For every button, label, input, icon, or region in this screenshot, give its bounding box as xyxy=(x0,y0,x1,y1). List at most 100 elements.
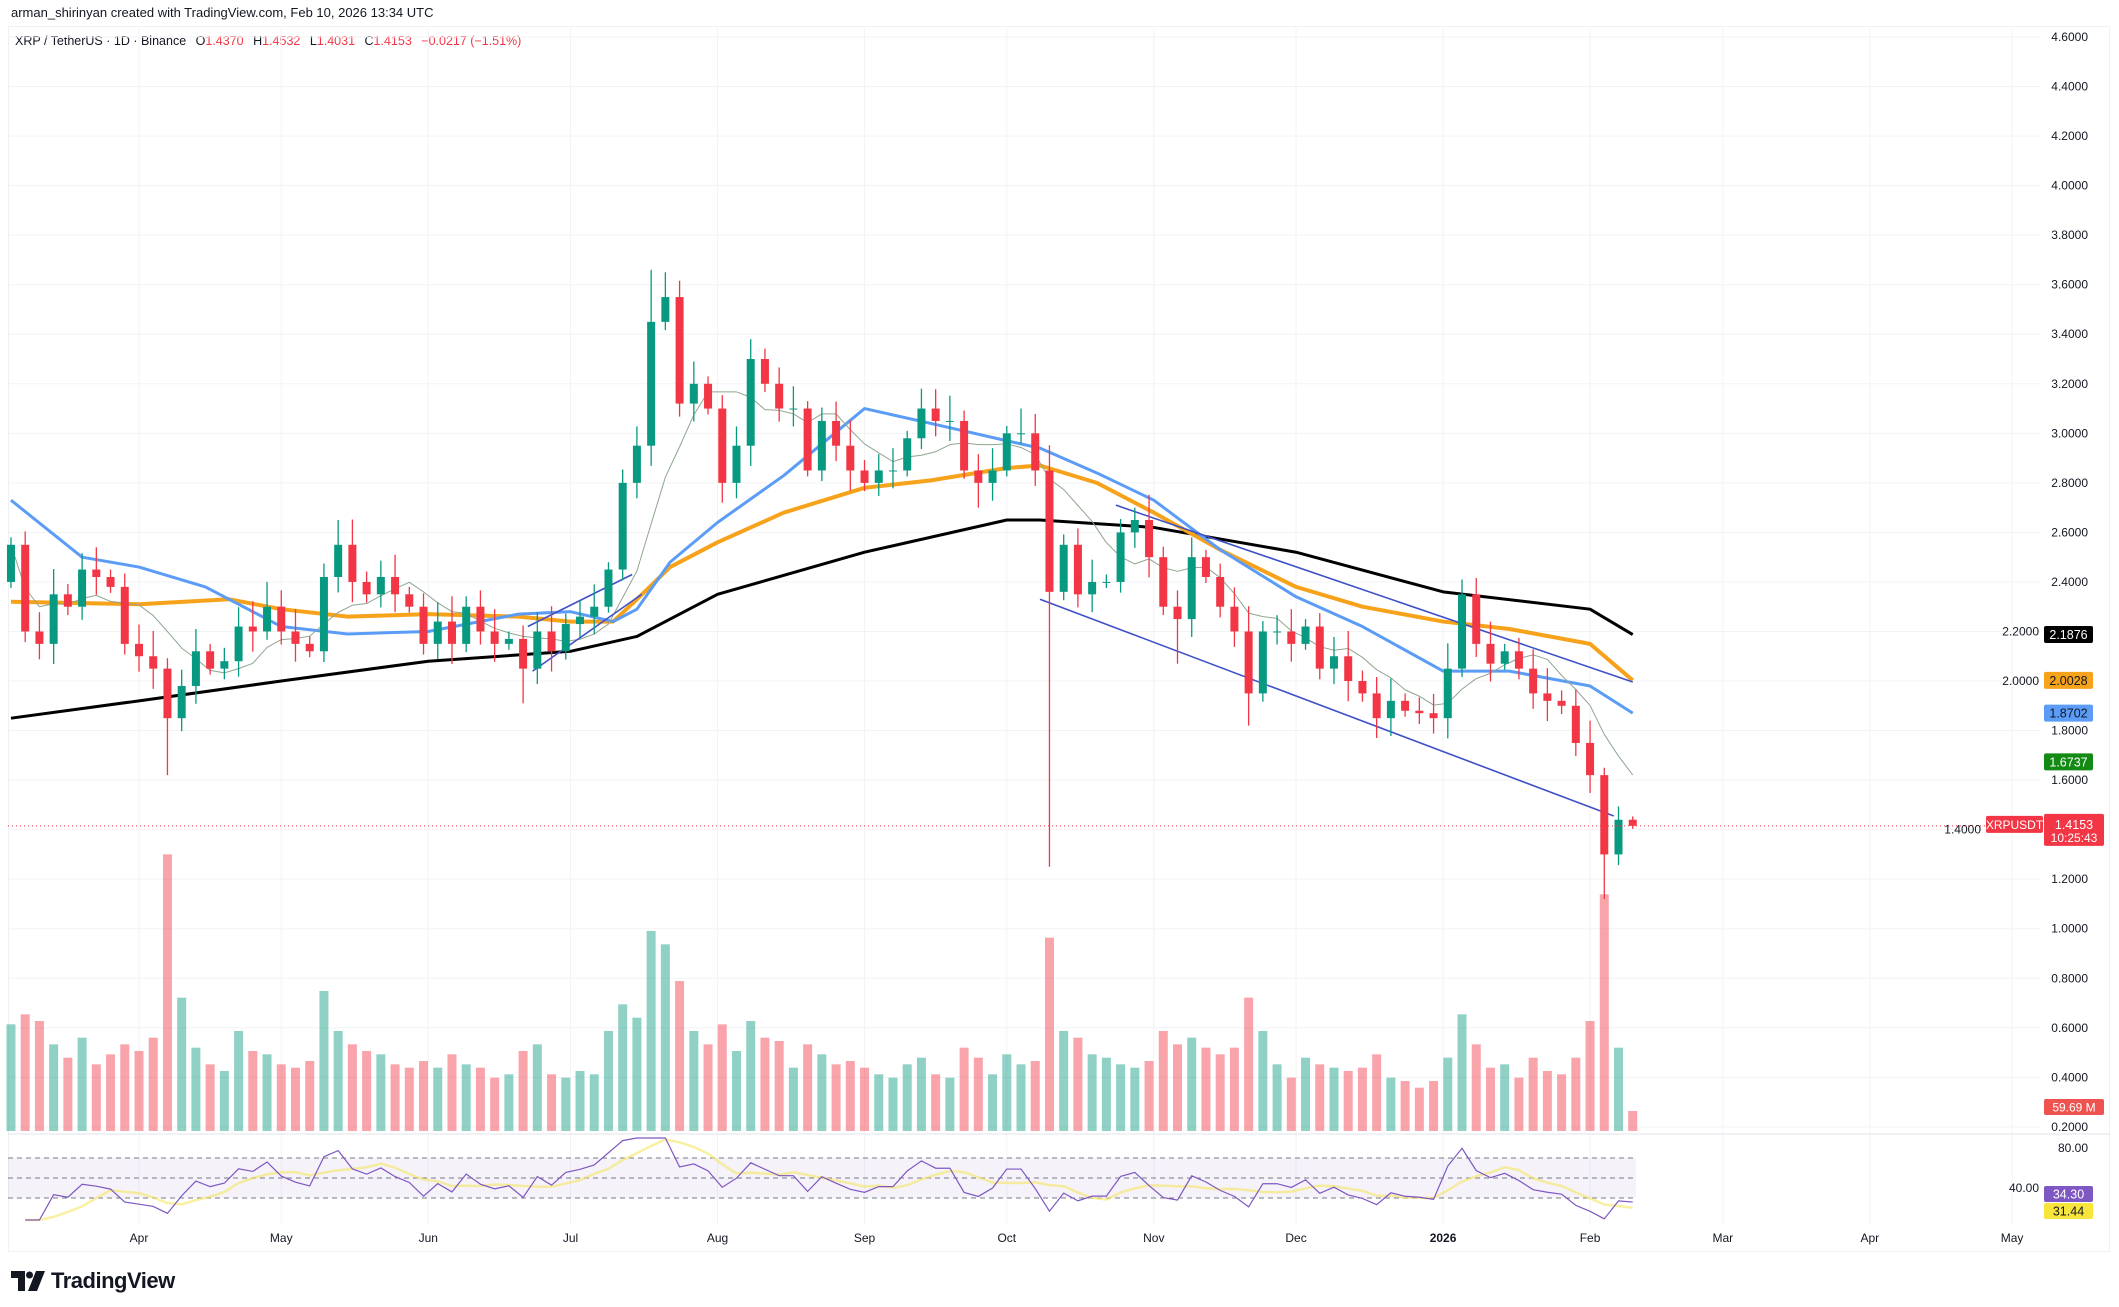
candle xyxy=(789,386,798,427)
candle xyxy=(362,571,371,603)
y-tick-label: 4.2000 xyxy=(2051,129,2088,143)
candle-body xyxy=(1586,742,1595,776)
volume-bar xyxy=(1628,1111,1638,1131)
volume-bar xyxy=(547,1074,557,1131)
candle xyxy=(1116,519,1125,593)
y-tick-label: 2.4000 xyxy=(2051,575,2088,589)
candle xyxy=(775,367,784,422)
candle-body xyxy=(1529,668,1538,694)
x-tick-label: Sep xyxy=(854,1231,876,1245)
candle xyxy=(1458,579,1467,677)
candle-body xyxy=(419,606,428,644)
candle xyxy=(1315,613,1324,680)
rsi-tick-label: 40.00 xyxy=(2009,1181,2039,1195)
candle xyxy=(305,636,314,658)
candle-body xyxy=(291,631,300,644)
candle-body xyxy=(1301,626,1310,644)
candle xyxy=(106,569,115,593)
candle-body xyxy=(519,638,528,669)
candle-body xyxy=(832,420,841,446)
candle-body xyxy=(974,470,983,483)
candle-body xyxy=(476,606,485,632)
ma100-line xyxy=(10,463,1635,682)
candle xyxy=(1002,425,1011,477)
candle xyxy=(590,584,599,635)
candle xyxy=(718,395,727,503)
volume-bar xyxy=(860,1067,870,1131)
candle xyxy=(78,553,87,620)
volume-bar xyxy=(347,1044,357,1131)
candle xyxy=(803,401,812,477)
candle-body xyxy=(732,445,741,483)
candle-body xyxy=(1486,643,1495,664)
candle-body xyxy=(362,581,371,595)
volume-bar xyxy=(1514,1077,1524,1131)
candle xyxy=(917,388,926,449)
candle xyxy=(263,581,272,640)
volume-bar xyxy=(276,1064,286,1131)
volume-bar xyxy=(746,1021,756,1131)
ma200-value-label: 2.1876 xyxy=(2049,628,2087,642)
countdown-label: 10:25:43 xyxy=(2051,831,2098,845)
candle-body xyxy=(1472,594,1481,644)
candle-body xyxy=(803,408,812,471)
close-label: C xyxy=(364,34,374,48)
x-tick-label: Nov xyxy=(1143,1231,1164,1245)
candle xyxy=(846,420,855,491)
volume-bar xyxy=(1372,1054,1382,1131)
volume-bar xyxy=(1272,1064,1282,1131)
candle xyxy=(135,624,143,672)
trendline xyxy=(532,593,643,672)
candle xyxy=(1216,563,1225,618)
volume-bar xyxy=(1386,1077,1396,1131)
candle xyxy=(1130,507,1139,548)
candle-body xyxy=(6,544,15,582)
candle-body xyxy=(1287,631,1296,644)
tradingview-logo[interactable]: TradingView xyxy=(11,1268,175,1294)
candle xyxy=(1145,494,1154,578)
volume-bar xyxy=(561,1077,571,1131)
candle-body xyxy=(78,569,87,607)
volume-bar xyxy=(134,1051,144,1131)
x-tick-label: Feb xyxy=(1580,1231,1601,1245)
candle-body xyxy=(647,321,656,446)
candle-body xyxy=(1130,520,1139,533)
volume-bar xyxy=(959,1047,969,1131)
candle xyxy=(1586,720,1595,793)
y-tick-label: 1.6000 xyxy=(2051,773,2088,787)
candle-body xyxy=(277,606,286,632)
candle xyxy=(817,407,826,482)
volume-bar xyxy=(1571,1057,1581,1131)
volume-bar xyxy=(817,1054,827,1131)
tradingview-logo-icon xyxy=(11,1271,45,1291)
candle-body xyxy=(760,359,769,384)
volume-bar xyxy=(376,1054,386,1131)
candle-body xyxy=(874,470,883,483)
candle xyxy=(49,569,58,665)
candle xyxy=(447,596,456,665)
y-tick-label: 0.4000 xyxy=(2051,1070,2088,1084)
candle-body xyxy=(1557,700,1566,706)
candle xyxy=(1628,816,1637,829)
volume-bar xyxy=(660,944,670,1131)
candle xyxy=(376,560,385,608)
candle xyxy=(1173,590,1182,664)
y-tick-label: 0.2000 xyxy=(2051,1120,2088,1134)
candle-body xyxy=(191,651,200,686)
candle-body xyxy=(960,420,969,471)
candle-body xyxy=(1258,631,1267,694)
grid xyxy=(8,28,2040,1224)
volume-bar xyxy=(988,1074,998,1131)
candle xyxy=(476,590,485,645)
volume-bar xyxy=(1614,1047,1624,1131)
candle xyxy=(1500,643,1509,670)
trendline xyxy=(1115,504,1633,683)
candle-body xyxy=(1045,470,1054,592)
candle-body xyxy=(1429,713,1438,719)
candle-body xyxy=(903,438,912,471)
volume-bar xyxy=(931,1074,941,1131)
candle xyxy=(1088,559,1097,613)
ma100-value-label-bg xyxy=(2044,671,2093,689)
candle-body xyxy=(1201,557,1210,577)
